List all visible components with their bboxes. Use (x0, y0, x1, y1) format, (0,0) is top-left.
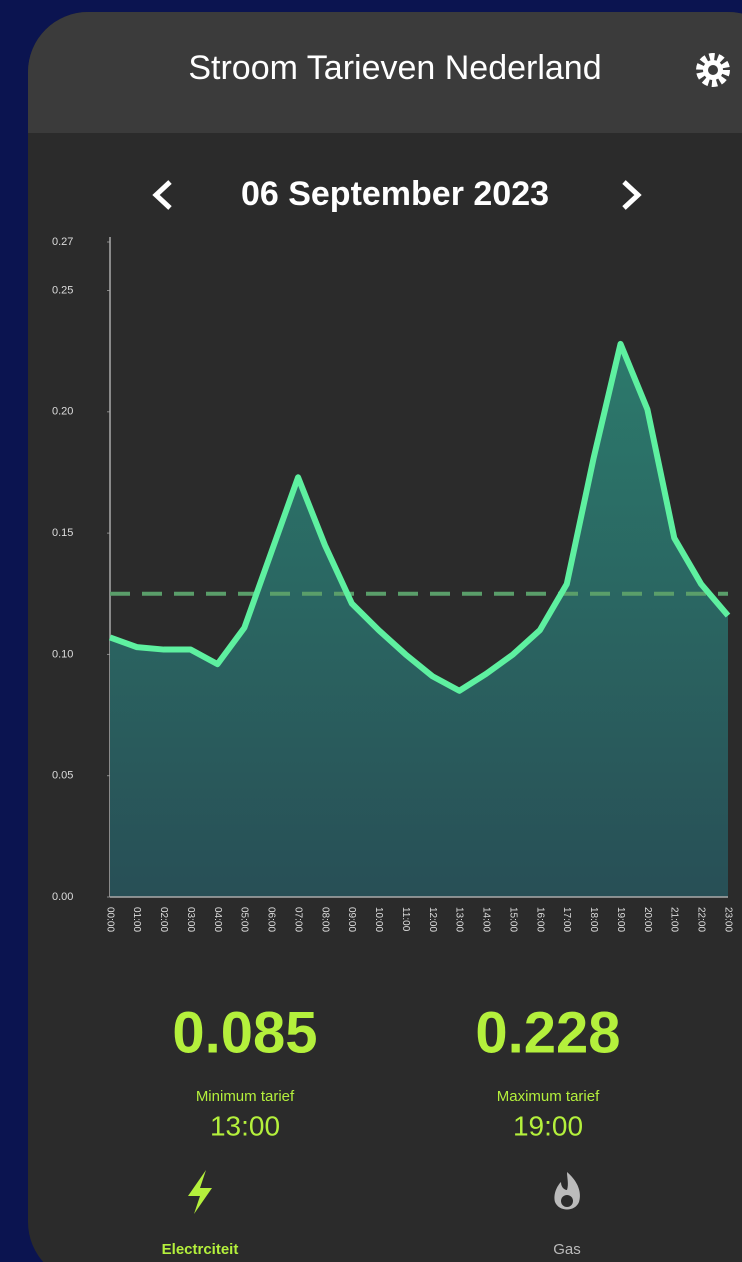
x-tick-label: 16:00 (534, 907, 545, 932)
x-tick-label: 20:00 (642, 907, 653, 932)
x-tick-label: 12:00 (427, 907, 438, 932)
x-tick-label: 14:00 (481, 907, 492, 932)
x-tick-label: 15:00 (507, 907, 518, 932)
electricity-icon[interactable] (188, 1170, 212, 1214)
nav-label[interactable]: Gas (553, 1241, 581, 1258)
stat-label: Maximum tarief (497, 1088, 600, 1105)
x-tick-label: 17:00 (561, 907, 572, 932)
price-line (108, 340, 731, 694)
settings-icon[interactable] (696, 53, 730, 87)
x-tick-label: 08:00 (319, 907, 330, 932)
x-tick-label: 11:00 (400, 907, 411, 932)
x-tick-label: 23:00 (722, 907, 733, 932)
x-tick-label: 06:00 (266, 907, 277, 932)
date: 06 September 2023 (241, 175, 549, 213)
stat-time: 19:00 (513, 1110, 583, 1141)
stat-time: 13:00 (210, 1110, 280, 1141)
y-tick-label: 0.27 (52, 236, 73, 248)
x-tick-label: 05:00 (239, 907, 250, 932)
x-tick-label: 01:00 (131, 907, 142, 932)
y-tick-label: 0.10 (52, 648, 73, 660)
y-tick-label: 0.00 (52, 891, 73, 903)
area-fill (110, 343, 728, 897)
x-tick-label: 02:00 (158, 907, 169, 932)
app-title: Stroom Tarieven Nederland (188, 49, 601, 87)
stats: 0.085 Minimum tarief 13:00 0.228 Maximum tar… (172, 1000, 620, 1141)
stat-value: 0.228 (475, 1000, 620, 1065)
next-day[interactable] (622, 180, 642, 210)
stat-label: Minimum tarief (196, 1088, 295, 1105)
y-tick-label: 0.20 (52, 406, 73, 418)
x-tick-label: 03:00 (185, 907, 196, 932)
stat-value: 0.085 (172, 1000, 317, 1065)
y-tick-label: 0.15 (52, 527, 73, 539)
x-tick-label: 00:00 (104, 907, 115, 932)
y-tick-label: 0.05 (52, 770, 73, 782)
x-tick-label: 19:00 (615, 907, 626, 932)
x-tick-label: 18:00 (588, 907, 599, 932)
chart: 0.00 0.05 0.10 0.15 0.20 0.25 0.27 00:00 01:00 02… (52, 236, 733, 933)
x-tick-label: 09:00 (346, 907, 357, 932)
nav-label[interactable]: Electrciteit (162, 1241, 239, 1258)
x-tick-label: 22:00 (695, 907, 706, 932)
x-tick-label: 07:00 (292, 907, 303, 932)
x-tick-label: 10:00 (373, 907, 384, 932)
x-tick-label: 13:00 (454, 907, 465, 932)
x-tick-label: 21:00 (669, 907, 680, 932)
gas-icon[interactable] (554, 1172, 580, 1210)
prev-day[interactable] (152, 180, 172, 210)
y-tick-label: 0.25 (52, 284, 73, 296)
app-bar (28, 12, 742, 133)
x-tick-label: 04:00 (212, 907, 223, 932)
